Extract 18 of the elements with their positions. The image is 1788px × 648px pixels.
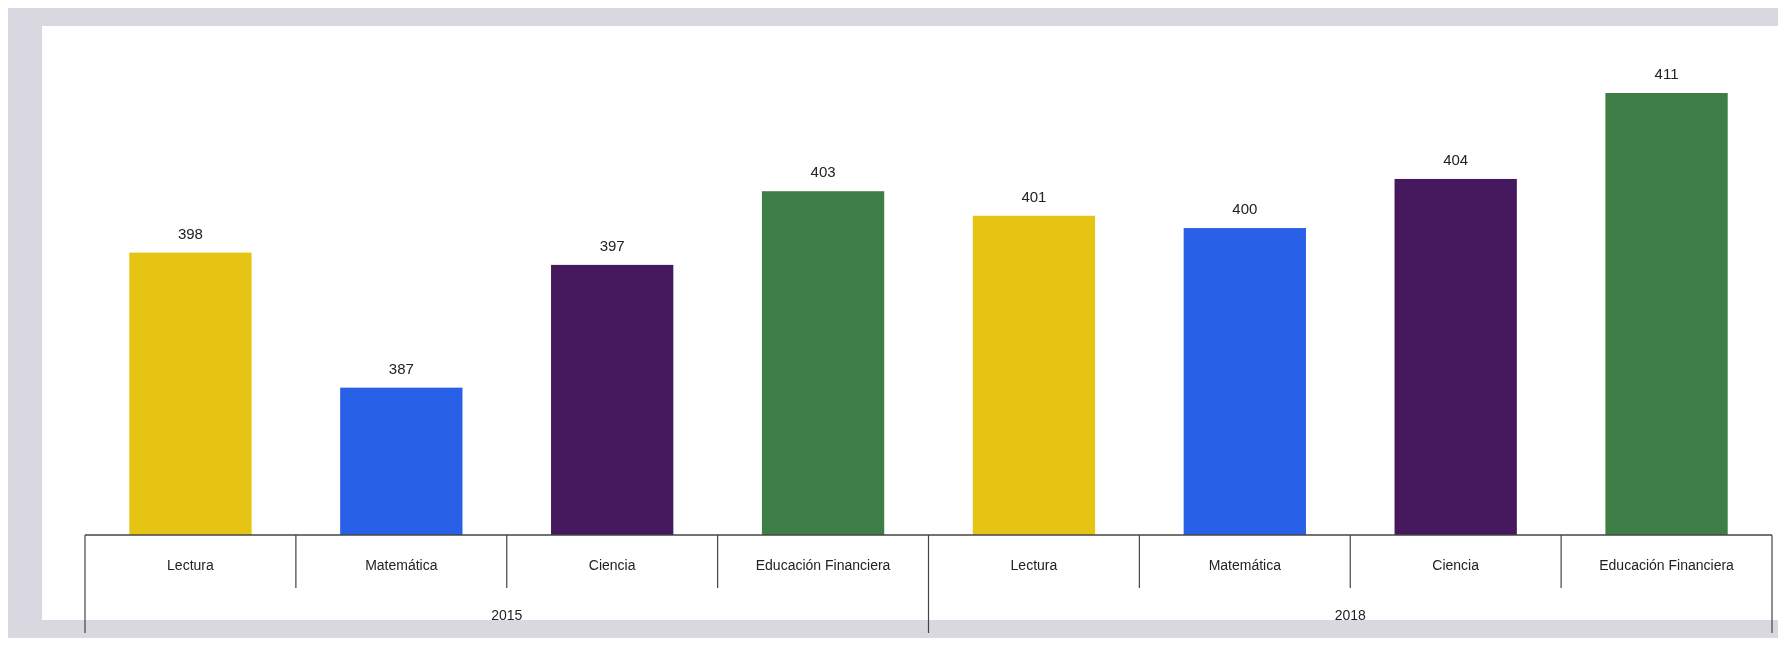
data-label: 401 bbox=[1021, 187, 1047, 205]
x-tick-label: Lectura bbox=[1010, 557, 1058, 573]
data-label: 398 bbox=[177, 224, 203, 242]
text: 2015 bbox=[491, 607, 523, 623]
x-tick-label: Matemática bbox=[365, 557, 438, 573]
data-label: 400 bbox=[1232, 200, 1258, 218]
data-label: 404 bbox=[1443, 150, 1469, 168]
data-label: 411 bbox=[1654, 65, 1679, 82]
x-tick-label: Ciencia bbox=[1432, 557, 1480, 573]
text: 2018 bbox=[1334, 607, 1367, 623]
data-label: 397 bbox=[599, 236, 625, 254]
x-tick-label: Educación Financiera bbox=[755, 557, 891, 573]
data-label: 403 bbox=[810, 163, 836, 181]
x-tick-label: Matemática bbox=[1208, 557, 1282, 573]
x-tick-label: Educación Financiera bbox=[1599, 557, 1735, 573]
data-label: 387 bbox=[388, 359, 414, 377]
x-tick-label: Lectura bbox=[167, 557, 214, 573]
x-tick-label: Ciencia bbox=[588, 557, 636, 573]
